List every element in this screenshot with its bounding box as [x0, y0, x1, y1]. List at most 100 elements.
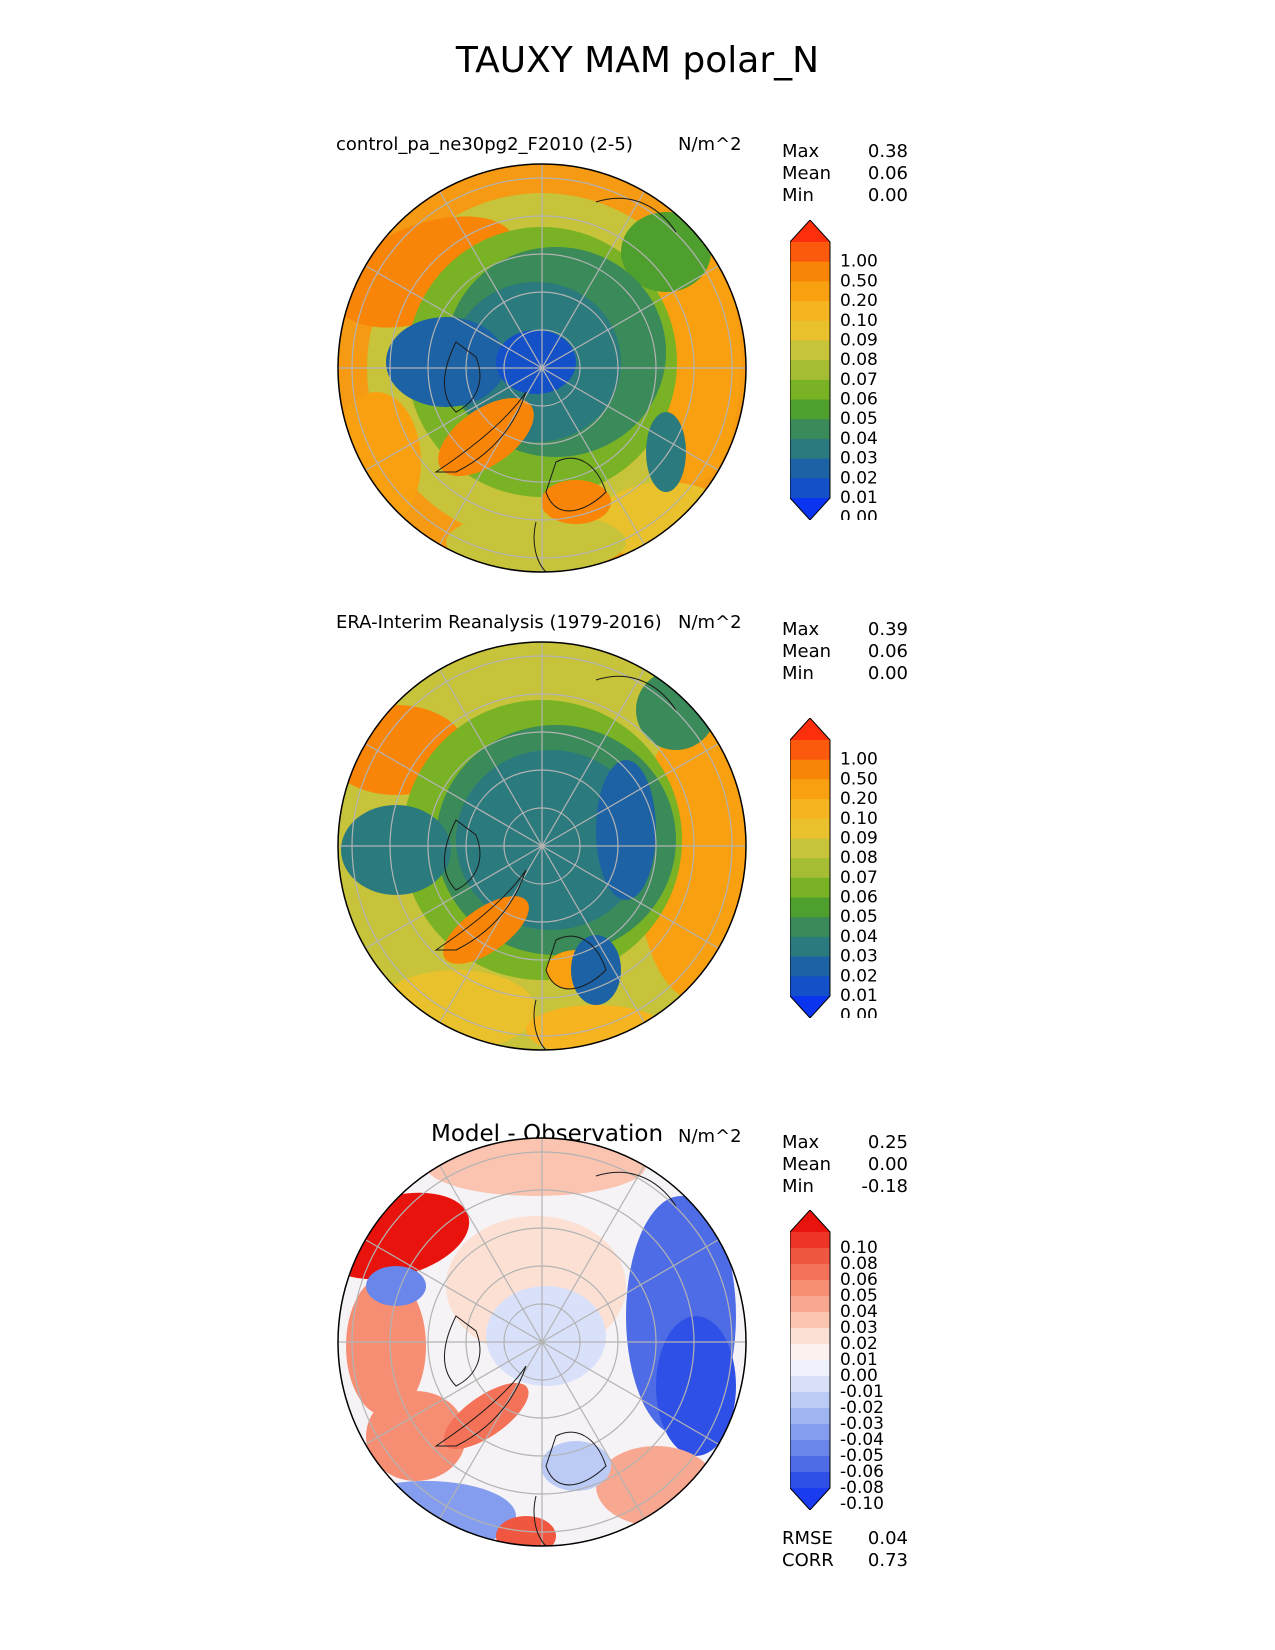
panel-1-title: control_pa_ne30pg2_F2010 (2-5) [336, 134, 633, 155]
panel-2-title: ERA-Interim Reanalysis (1979-2016) [336, 612, 662, 633]
panel-3-polar-map [337, 1137, 747, 1547]
colorbar-tick-label: 0.20 [840, 789, 878, 809]
colorbar-tick-label: 0.07 [840, 868, 878, 888]
colorbar-tick-label: 0.00 [840, 1006, 878, 1018]
panel-1-graticule [338, 164, 746, 572]
colorbar-segment [790, 340, 830, 361]
colorbar-tick-label: 0.02 [840, 468, 878, 488]
colorbar-extend-min [790, 498, 830, 520]
colorbar-tick-label: 0.03 [840, 449, 878, 469]
colorbar-tick-label: 0.03 [840, 947, 878, 967]
panel-2-units: N/m^2 [678, 612, 742, 633]
colorbar-tick-label: 0.10 [840, 1238, 878, 1258]
colorbar-segment [790, 478, 830, 499]
colorbar-tick-label: -0.06 [840, 1462, 884, 1482]
colorbar-tick-label: 0.09 [840, 828, 878, 848]
colorbar-segment [790, 818, 830, 839]
colorbar-extend-min [790, 996, 830, 1018]
panel-1-colorbar: 1.000.500.200.100.090.080.070.060.050.04… [790, 220, 878, 520]
colorbar-tick-label: 0.10 [840, 809, 878, 829]
stat-max-label: Max [782, 141, 820, 162]
stat-max-value: 0.25 [867, 1132, 908, 1153]
colorbar-segment [790, 1408, 830, 1425]
figure-title: TAUXY MAM polar_N [455, 40, 820, 81]
colorbar-segment [790, 1472, 830, 1489]
stat-max-value: 0.38 [867, 141, 908, 162]
colorbar-tick-label: 0.10 [840, 311, 878, 331]
colorbar-extend-max [790, 220, 830, 242]
colorbar-tick-label: 0.01 [840, 986, 878, 1006]
colorbar-segment [790, 261, 830, 282]
colorbar-segment [790, 1264, 830, 1281]
colorbar-segment [790, 1392, 830, 1409]
colorbar-tick-label: 1.00 [840, 252, 878, 272]
colorbar-segment [790, 1424, 830, 1441]
panel-1-units: N/m^2 [678, 134, 742, 155]
stat-max-value: 0.39 [867, 619, 908, 640]
stat-max-label: Max [782, 1132, 820, 1153]
panel-1-stats: Max 0.38 Mean 0.06 Min 0.00 [782, 141, 908, 207]
colorbar-tick-label: 0.02 [840, 966, 878, 986]
panel-3-graticule [338, 1138, 746, 1546]
colorbar-tick-label: 0.01 [840, 1350, 878, 1370]
colorbar-segment [790, 458, 830, 479]
panel-3-map-boundary [337, 1137, 747, 1547]
colorbar-outline [790, 220, 831, 520]
colorbar-tick-label: 0.02 [840, 1334, 878, 1354]
corr-label: CORR [782, 1550, 834, 1571]
stat-min-label: Min [782, 1176, 814, 1197]
panel-3-colorbar: 0.100.080.060.050.040.030.020.010.00-0.0… [790, 1210, 884, 1510]
colorbar-tick-label: 0.08 [840, 848, 878, 868]
colorbar-tick-label: 0.05 [840, 409, 878, 429]
panel-3-stats: Max 0.25 Mean 0.00 Min -0.18 [782, 1132, 908, 1198]
colorbar-segment [790, 779, 830, 800]
colorbar-tick-label: 0.06 [840, 390, 878, 410]
colorbar-tick-label: 0.04 [840, 927, 878, 947]
colorbar-tick-label: -0.01 [840, 1382, 884, 1402]
colorbar-segment [790, 759, 830, 780]
colorbar-segment [790, 1360, 830, 1377]
colorbar-segment [790, 399, 830, 420]
colorbar-segment [790, 838, 830, 859]
colorbar-tick-label: 1.00 [840, 750, 878, 770]
stat-min-label: Min [782, 185, 814, 206]
colorbar-tick-label: -0.02 [840, 1398, 884, 1418]
colorbar-segment [790, 438, 830, 460]
colorbar-segment [790, 1344, 830, 1361]
panel-2-stats: Max 0.39 Mean 0.06 Min 0.00 [782, 619, 908, 685]
colorbar-tick-label: 0.07 [840, 370, 878, 390]
colorbar-segment [790, 917, 830, 938]
colorbar-segment [790, 301, 830, 322]
colorbar-tick-label: 0.09 [840, 330, 878, 350]
colorbar-segment [790, 877, 830, 899]
colorbar-tick-label: 0.06 [840, 888, 878, 908]
stat-min-value: 0.00 [867, 185, 908, 206]
stat-mean-value: 0.06 [867, 163, 908, 184]
colorbar-tick-label: -0.03 [840, 1414, 884, 1434]
panel-1-coastlines [434, 197, 677, 573]
stat-mean-value: 0.06 [867, 641, 908, 662]
colorbar-tick-label: 0.08 [840, 350, 878, 370]
colorbar-segment [790, 858, 830, 879]
colorbar-tick-label: 0.00 [840, 508, 878, 520]
colorbar-tick-label: 0.05 [840, 1286, 878, 1306]
panel-2-graticule [338, 642, 746, 1050]
colorbar-segment [790, 1312, 830, 1329]
panel-3-coastlines [434, 1171, 677, 1547]
stat-max-label: Max [782, 619, 820, 640]
stat-min-value: 0.00 [867, 663, 908, 684]
colorbar-outline [790, 718, 831, 1018]
colorbar-segment [790, 740, 830, 761]
colorbar-segment [790, 1376, 830, 1393]
colorbar-tick-label: 0.05 [840, 907, 878, 927]
colorbar-segment [790, 799, 830, 820]
panel-3-units: N/m^2 [678, 1126, 742, 1147]
colorbar-segment [790, 1248, 830, 1265]
colorbar-segment [790, 897, 830, 918]
colorbar-tick-label: 0.04 [840, 429, 878, 449]
panel-1-polar-map [337, 163, 747, 573]
colorbar-segment [790, 1296, 830, 1313]
colorbar-segment [790, 320, 830, 341]
panel-3-metrics: RMSE 0.04 CORR 0.73 [782, 1528, 908, 1572]
colorbar-tick-label: 0.50 [840, 271, 878, 291]
